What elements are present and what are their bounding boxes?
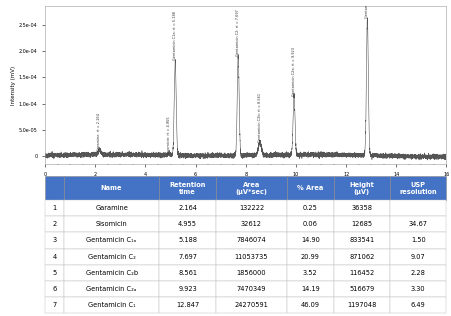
X-axis label: Minutes: Minutes <box>234 178 258 183</box>
Text: Gentamicin C1a: rt = 5.188: Gentamicin C1a: rt = 5.188 <box>173 11 177 60</box>
Text: Garamine: rt = 2.164: Garamine: rt = 2.164 <box>97 113 101 151</box>
Y-axis label: Intensity (mV): Intensity (mV) <box>11 66 16 105</box>
Text: Gentamicin C1: rt = 12.847: Gentamicin C1: rt = 12.847 <box>365 0 369 18</box>
Text: Gentamicin C2a: rt = 9.923: Gentamicin C2a: rt = 9.923 <box>292 47 296 96</box>
Text: Gentamicin C2: rt = 7.697: Gentamicin C2: rt = 7.697 <box>236 9 240 56</box>
Text: Gentamicin C2b: rt = 8.561: Gentamicin C2b: rt = 8.561 <box>258 93 262 142</box>
Text: Sisomicin: rt = 4.955: Sisomicin: rt = 4.955 <box>167 116 171 154</box>
